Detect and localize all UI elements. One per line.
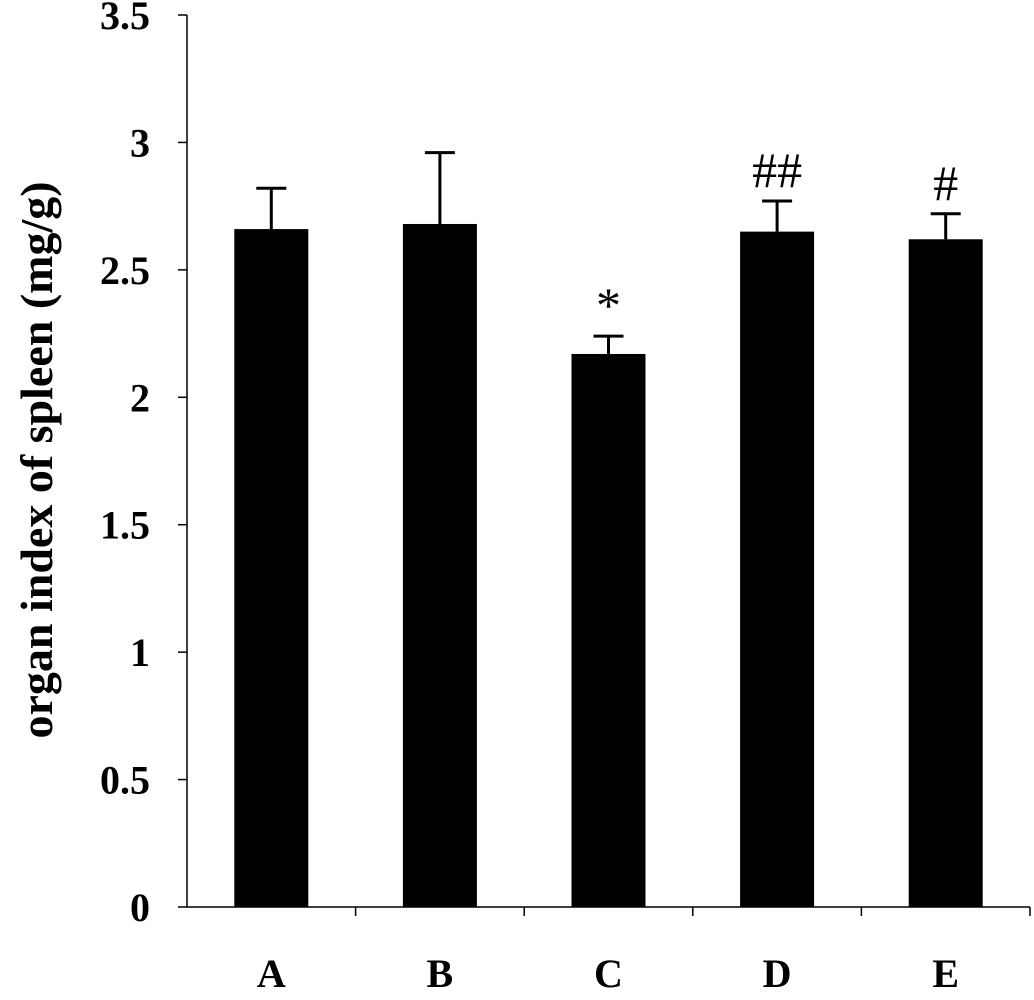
x-tick-label: B xyxy=(427,951,454,996)
significance-mark-C: * xyxy=(596,277,621,333)
y-tick-label: 2 xyxy=(130,375,150,420)
bar-C xyxy=(571,353,646,908)
y-tick-label: 0 xyxy=(130,885,150,930)
bar-D xyxy=(740,231,815,908)
x-tick-label: E xyxy=(932,951,959,996)
error-bars xyxy=(256,151,961,354)
y-tick-label: 1.5 xyxy=(100,503,150,548)
bar-E xyxy=(908,239,983,907)
x-axis: A B C D E xyxy=(187,906,1031,996)
bar-B xyxy=(402,223,477,908)
bar-A xyxy=(234,229,309,907)
y-axis-title: organ index of spleen (mg/g) xyxy=(11,181,62,738)
significance-mark-D: ## xyxy=(752,142,802,198)
x-tick-label: D xyxy=(763,951,792,996)
y-tick-label: 3 xyxy=(130,120,150,165)
significance-mark-E: # xyxy=(933,155,958,211)
y-tick-label: 2.5 xyxy=(100,248,150,293)
x-tick-label: A xyxy=(257,951,286,996)
y-axis: 0 0.5 1 1.5 2 2.5 3 3.5 xyxy=(100,0,188,930)
y-tick-label: 3.5 xyxy=(100,0,150,38)
significance-annotations: *## # xyxy=(596,142,958,333)
x-tick-label: C xyxy=(594,951,623,996)
y-tick-label: 0.5 xyxy=(100,758,150,803)
bars xyxy=(234,223,983,908)
y-tick-label: 1 xyxy=(130,630,150,675)
